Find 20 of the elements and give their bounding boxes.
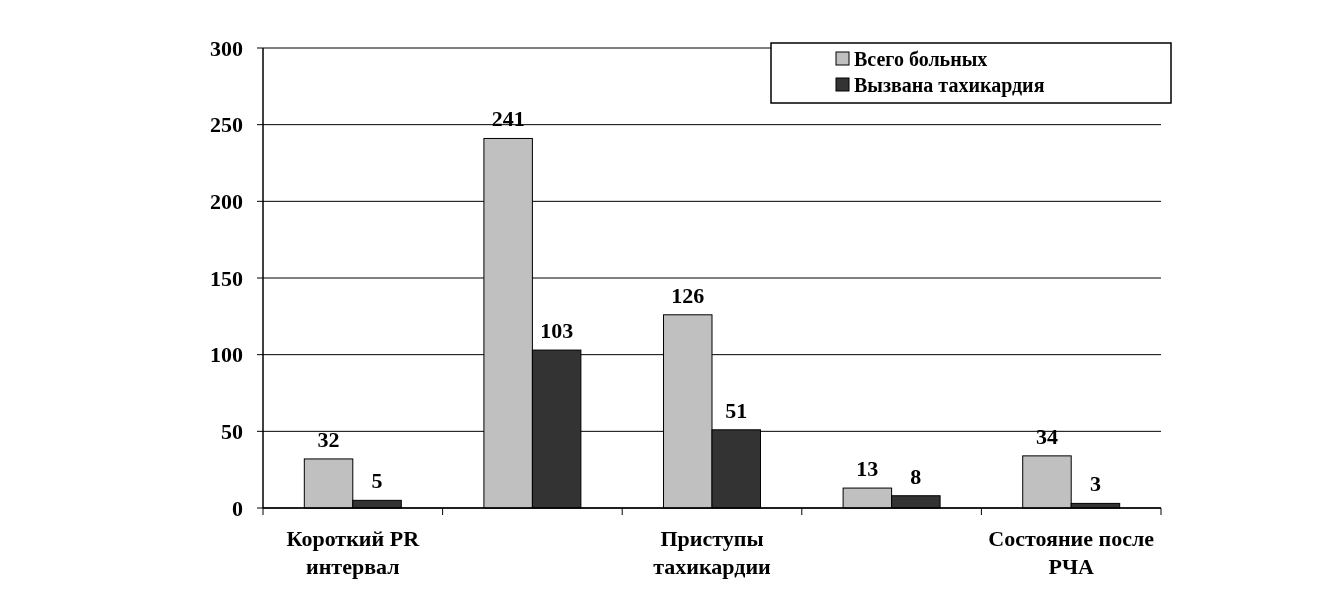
x-tick-label: Состояние после РЧА <box>988 526 1155 579</box>
x-tick-label: Короткий PR интервал <box>286 526 421 579</box>
data-label: 32 <box>317 426 340 452</box>
data-label: 51 <box>725 397 748 423</box>
y-tick-label: 150 <box>210 265 243 291</box>
y-tick-label: 300 <box>210 35 243 61</box>
x-tick-label: Приступы тахикардии <box>653 526 772 579</box>
legend-label: Всего больных <box>854 48 988 70</box>
y-tick-label: 250 <box>210 112 243 138</box>
data-label: 126 <box>671 282 705 308</box>
data-label: 8 <box>910 463 922 489</box>
data-label: 5 <box>371 468 383 494</box>
y-tick-label: 0 <box>232 495 243 521</box>
y-tick-label: 200 <box>210 189 243 215</box>
y-tick-label: 100 <box>210 342 243 368</box>
data-label: 103 <box>540 318 574 344</box>
y-tick-label: 50 <box>221 419 243 445</box>
legend-label: Вызвана тахикардия <box>854 74 1045 97</box>
data-label: 13 <box>856 456 879 482</box>
data-label: 3 <box>1089 471 1101 497</box>
